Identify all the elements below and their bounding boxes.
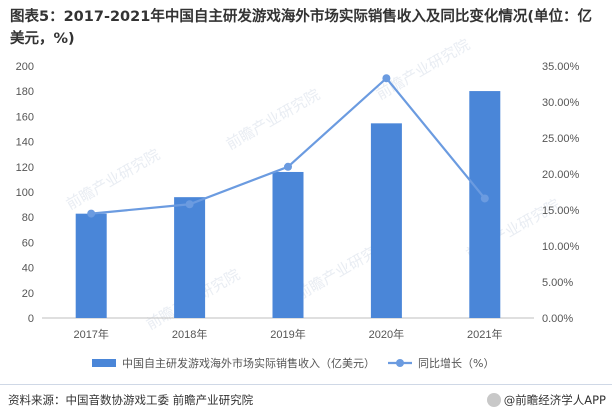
y-left-tick-label: 60 bbox=[22, 237, 34, 249]
y-left-tick-label: 200 bbox=[16, 61, 34, 73]
bar bbox=[272, 171, 304, 318]
x-tick-label: 2017年 bbox=[73, 327, 108, 341]
watermark-text: 前瞻产业研究院 bbox=[223, 85, 323, 153]
line-point bbox=[284, 162, 292, 171]
chart-area: 前瞻产业研究院前瞻产业研究院前瞻产业研究院前瞻产业研究院前瞻产业研究院前瞻产业研… bbox=[16, 35, 580, 370]
y-left-tick-label: 80 bbox=[22, 212, 34, 224]
legend: 中国自主研发游戏海外市场实际销售收入（亿美元） 同比增长（%） bbox=[92, 356, 494, 370]
source-note: 资料来源：中国音数协游戏工委 前瞻产业研究院 bbox=[8, 393, 254, 407]
y-left-tick-label: 100 bbox=[16, 187, 34, 199]
y-left-tick-label: 160 bbox=[16, 111, 34, 123]
y-left-tick-label: 40 bbox=[22, 263, 34, 275]
line-point bbox=[185, 200, 194, 209]
bar bbox=[75, 213, 107, 318]
y-left-tick-label: 20 bbox=[22, 288, 34, 300]
y-left-tick-label: 120 bbox=[16, 162, 34, 174]
y-right-tick-label: 0.00% bbox=[542, 313, 573, 325]
chart-title: 图表5：2017-2021年中国自主研发游戏海外市场实际销售收入及同比变化情况(… bbox=[10, 9, 592, 47]
y-left-tick-label: 180 bbox=[16, 86, 34, 98]
bar bbox=[469, 91, 501, 318]
bar-series bbox=[75, 91, 501, 318]
watermark-text: 前瞻产业研究院 bbox=[63, 145, 163, 213]
line-point bbox=[480, 194, 489, 203]
legend-bar-swatch bbox=[92, 359, 116, 367]
watermark-text: 前瞻产业研究院 bbox=[373, 35, 473, 103]
line-point bbox=[382, 74, 391, 83]
legend-line-marker bbox=[396, 359, 404, 367]
y-right-tick-label: 10.00% bbox=[542, 241, 580, 253]
y-right-tick-label: 25.00% bbox=[542, 133, 580, 145]
y-left-tick-label: 140 bbox=[16, 137, 34, 149]
credit: @前瞻经济学人APP bbox=[486, 392, 606, 408]
x-tick-label: 2019年 bbox=[270, 327, 305, 341]
x-tick-label: 2018年 bbox=[172, 327, 207, 341]
y-right-tick-label: 20.00% bbox=[542, 169, 580, 181]
legend-bar-label: 中国自主研发游戏海外市场实际销售收入（亿美元） bbox=[122, 356, 375, 370]
x-tick-label: 2021年 bbox=[467, 327, 502, 341]
bar bbox=[174, 197, 206, 318]
credit-text: @前瞻经济学人APP bbox=[503, 393, 606, 407]
bar bbox=[370, 123, 402, 318]
y-right-tick-label: 30.00% bbox=[542, 97, 580, 109]
y-right-tick-label: 15.00% bbox=[542, 205, 580, 217]
x-tick-label: 2020年 bbox=[369, 327, 404, 341]
line-point bbox=[87, 209, 96, 218]
app-logo-icon bbox=[486, 393, 501, 407]
line-series bbox=[87, 74, 489, 218]
y-left-tick-label: 0 bbox=[28, 313, 34, 325]
y-right-tick-label: 35.00% bbox=[542, 61, 580, 73]
footer-divider bbox=[0, 384, 612, 385]
legend-line-label: 同比增长（%） bbox=[418, 356, 494, 370]
y-right-tick-label: 5.00% bbox=[542, 277, 573, 289]
